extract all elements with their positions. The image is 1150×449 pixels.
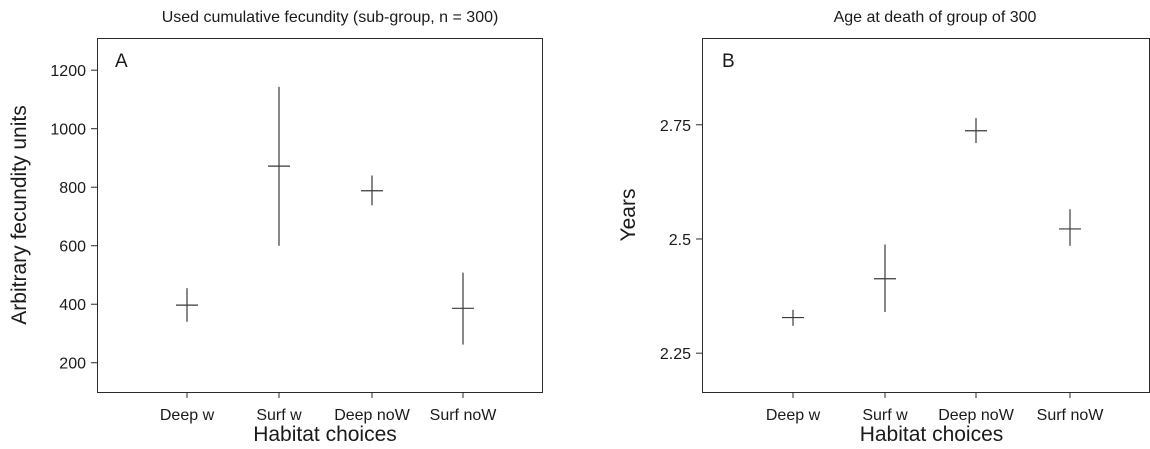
panel-label: A	[115, 51, 128, 72]
plot-frame	[702, 38, 1150, 393]
x-tick-label: Surf w	[862, 407, 908, 424]
plot-frame	[97, 38, 543, 393]
chart-title: Used cumulative fecundity (sub-group, n …	[162, 9, 499, 26]
chart-title: Age at death of group of 300	[834, 9, 1037, 26]
y-tick-label: 2.5	[669, 232, 691, 249]
y-tick-label: 1000	[50, 122, 86, 139]
x-tick-label: Deep w	[766, 407, 821, 424]
x-axis-label: Habitat choices	[860, 423, 1004, 446]
x-tick-label: Surf w	[256, 407, 302, 424]
x-tick-label: Deep w	[160, 407, 215, 424]
x-axis-label: Habitat choices	[253, 423, 397, 446]
panel-a: Used cumulative fecundity (sub-group, n …	[8, 9, 543, 446]
data-point-deep-w	[176, 288, 198, 322]
y-axis-label: Years	[617, 189, 640, 242]
data-point-surf-w	[268, 86, 290, 246]
y-tick-label: 1200	[50, 63, 86, 80]
data-point-deep-now	[965, 117, 987, 144]
x-tick-label: Deep noW	[938, 407, 1014, 424]
data-point-surf-w	[874, 244, 896, 313]
y-tick-label: 200	[59, 356, 86, 373]
panel-b: Age at death of group of 300 B 2.25 2.5 2.75…	[617, 9, 1150, 446]
data-point-surf-now	[1059, 209, 1081, 246]
y-tick-label: 800	[59, 180, 86, 197]
x-tick-label: Surf noW	[1037, 407, 1105, 424]
x-tick-label: Deep noW	[334, 407, 410, 424]
y-tick-label: 600	[59, 239, 86, 256]
data-point-deep-w	[782, 309, 804, 326]
y-tick-label: 400	[59, 297, 86, 314]
data-point-deep-now	[361, 175, 383, 206]
panel-label: B	[722, 51, 735, 72]
x-tick-label: Surf noW	[430, 407, 498, 424]
y-tick-label: 2.25	[660, 346, 691, 363]
y-axis-label: Arbitrary fecundity units	[8, 105, 31, 324]
data-point-surf-now	[452, 272, 474, 345]
y-tick-label: 2.75	[660, 118, 691, 135]
